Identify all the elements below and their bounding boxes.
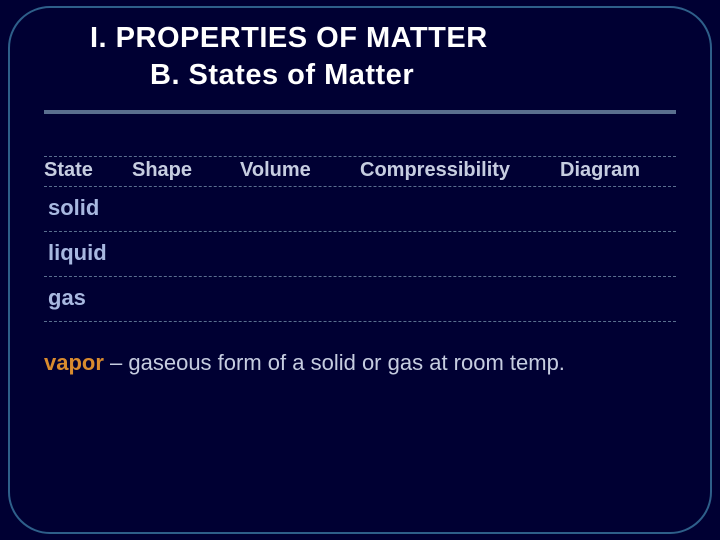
state-cell: solid bbox=[42, 195, 132, 221]
table-row: solid bbox=[42, 187, 678, 231]
state-cell: gas bbox=[42, 285, 132, 311]
table-separator bbox=[44, 321, 676, 322]
col-header-diagram: Diagram bbox=[560, 159, 678, 182]
title-rule bbox=[44, 110, 676, 114]
slide-title-line2: B. States of Matter bbox=[42, 59, 678, 92]
col-header-volume: Volume bbox=[240, 159, 360, 182]
footnote-rest: – gaseous form of a solid or gas at room… bbox=[104, 350, 565, 375]
slide-content: I. PROPERTIES OF MATTER B. States of Mat… bbox=[0, 0, 720, 540]
footnote: vapor – gaseous form of a solid or gas a… bbox=[42, 350, 678, 376]
table-row: gas bbox=[42, 277, 678, 321]
col-header-state: State bbox=[42, 159, 132, 182]
col-header-shape: Shape bbox=[132, 159, 240, 182]
col-header-compressibility: Compressibility bbox=[360, 159, 560, 182]
states-table: State Shape Volume Compressibility Diagr… bbox=[42, 156, 678, 322]
footnote-term: vapor bbox=[44, 350, 104, 375]
table-row: liquid bbox=[42, 232, 678, 276]
state-cell: liquid bbox=[42, 240, 132, 266]
slide-title-line1: I. PROPERTIES OF MATTER bbox=[42, 22, 678, 55]
table-header-row: State Shape Volume Compressibility Diagr… bbox=[42, 157, 678, 186]
